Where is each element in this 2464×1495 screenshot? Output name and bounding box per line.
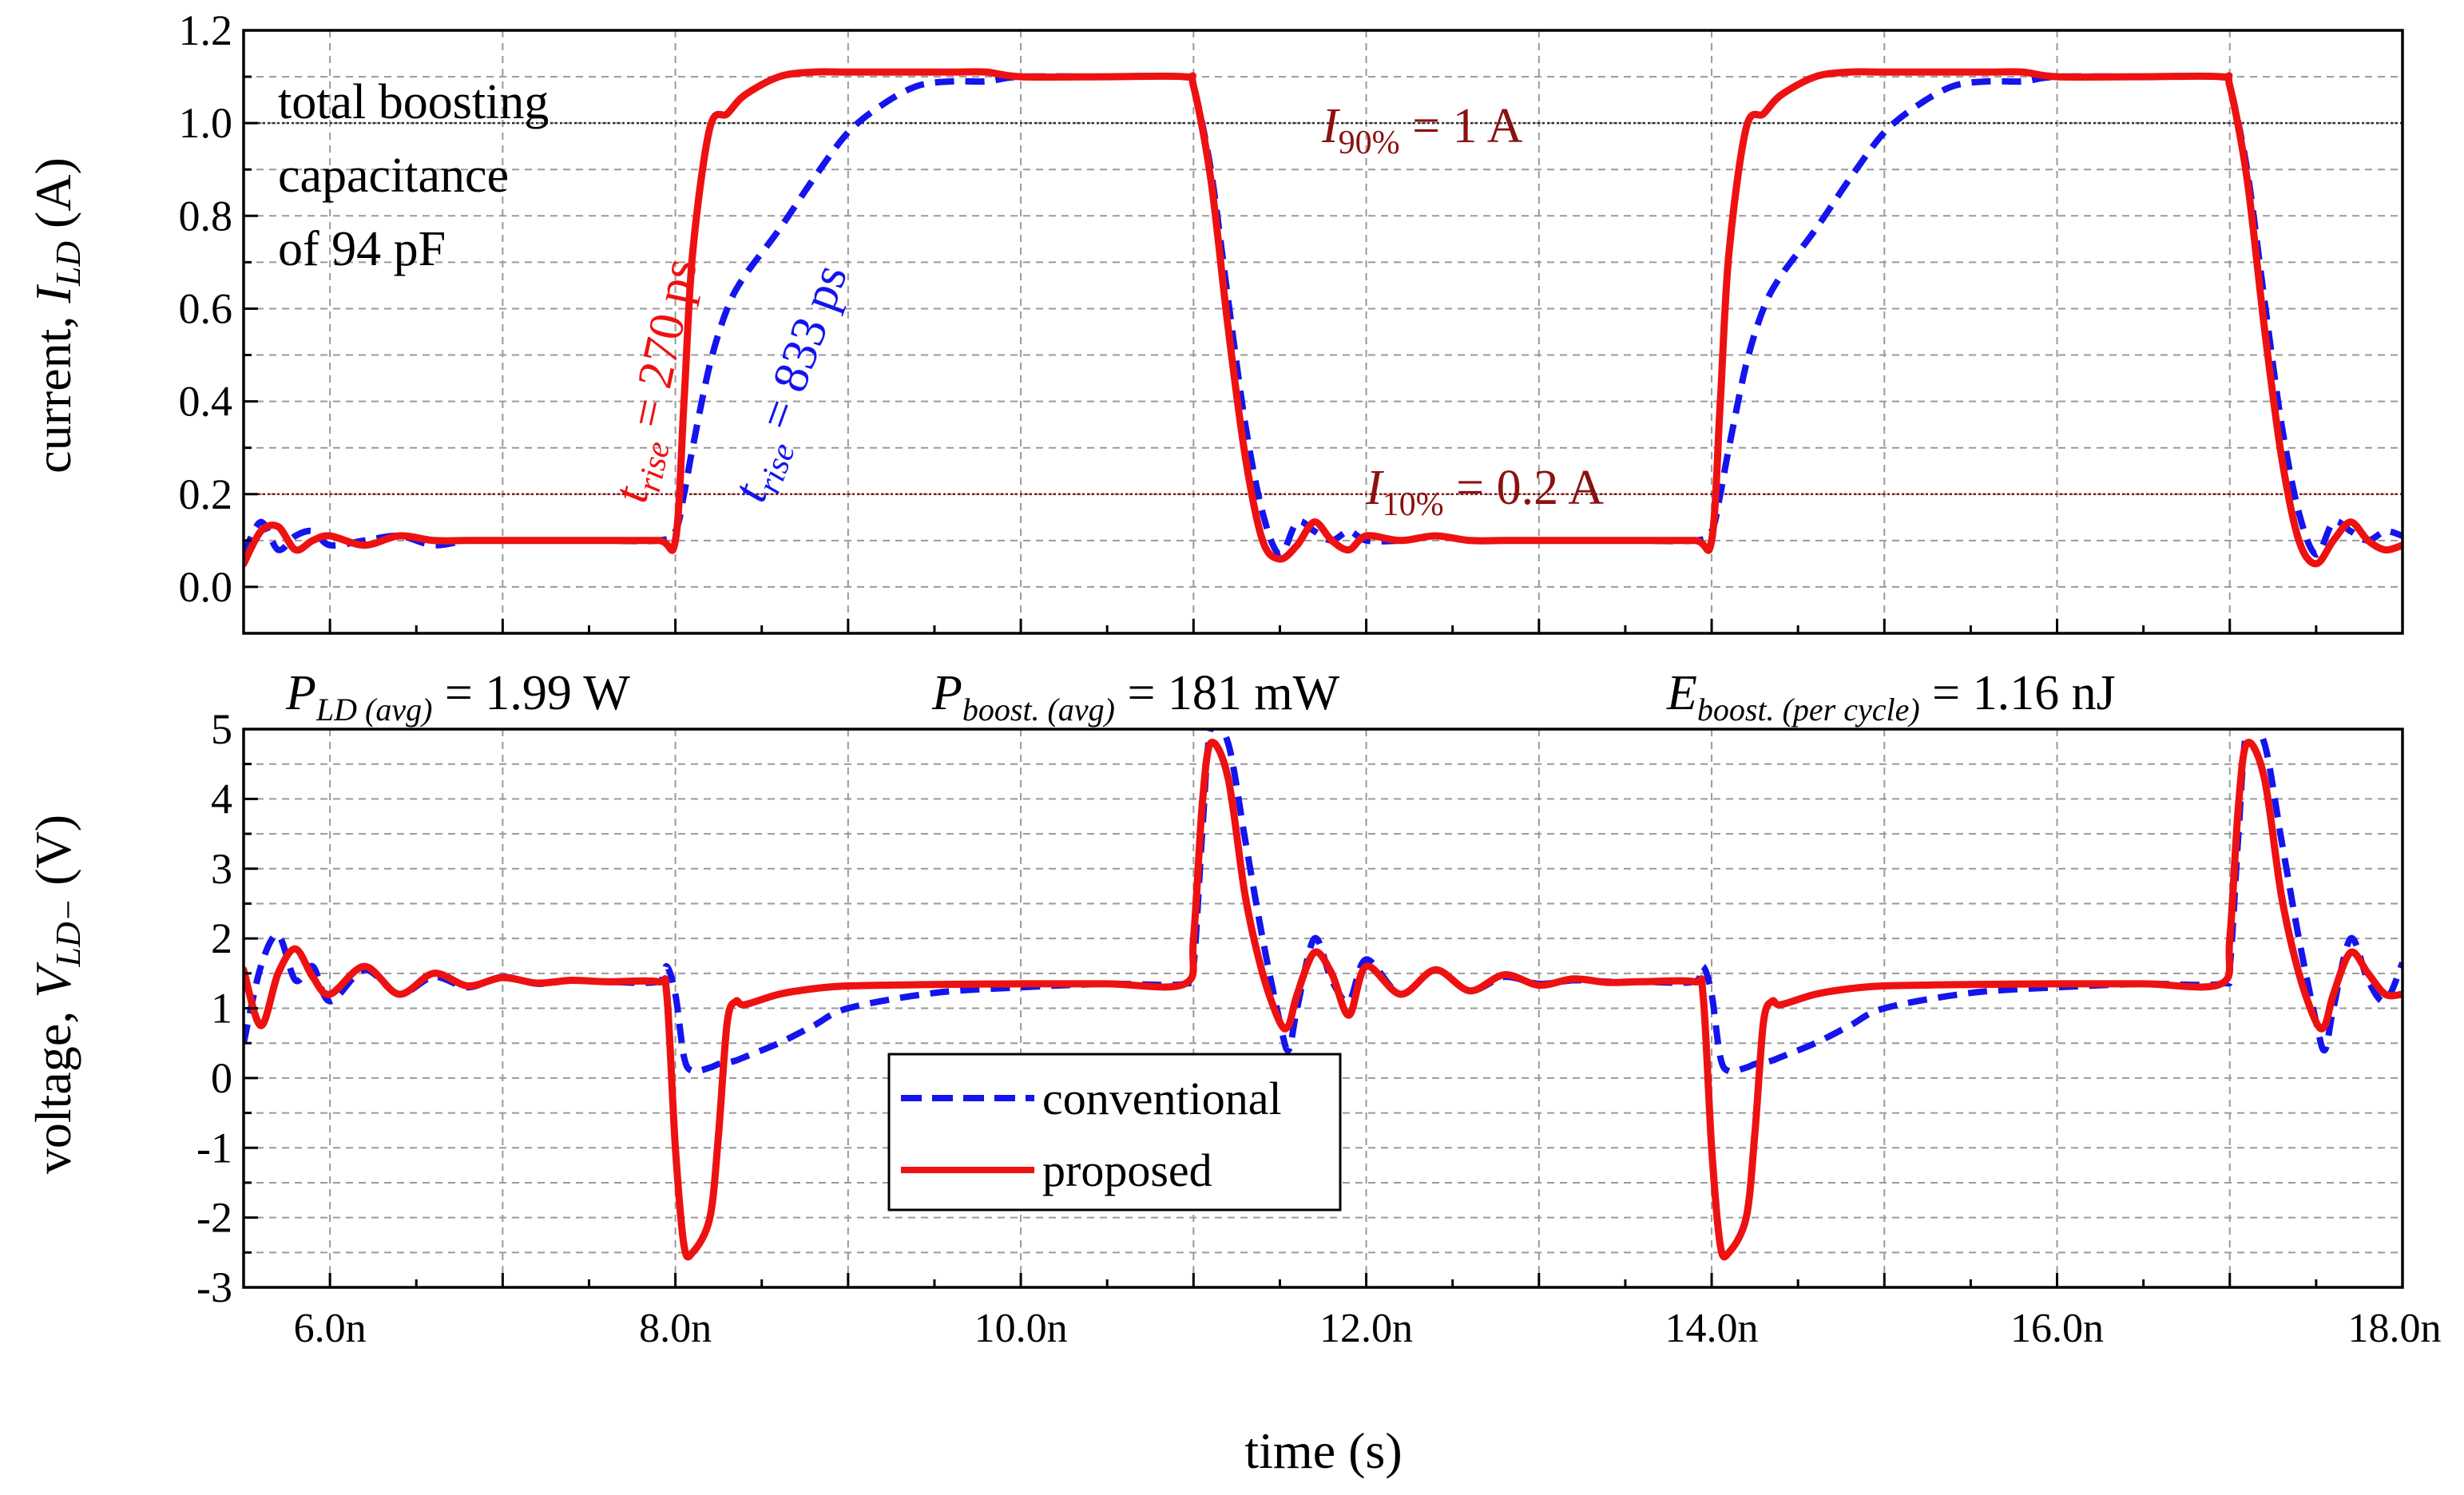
x-tick-label: 12.0n [1319,1306,1413,1351]
y-axis-label-current: current, ILD (A) [25,157,88,474]
current-y-tick-label: 0.0 [179,563,233,611]
i90-value: = 1 A [1400,99,1523,153]
metric-boost-energy-subscript: boost. (per cycle) [1697,692,1920,728]
i10-label: I10% = 0.2 A [1365,461,1604,523]
current-plot-frame [242,29,2404,635]
current-y-tick-label: 1.0 [179,99,233,147]
i10-symbol: I [1365,461,1385,515]
voltage-y-tick-label: -2 [196,1194,232,1242]
voltage-y-tick-label: -1 [196,1124,232,1172]
voltage-y-tick-label: 4 [211,775,232,823]
metric-boost-power-value: = 181 mW [1115,666,1340,720]
y-axis-label-voltage: voltage, VLD− (V) [25,815,88,1174]
voltage-y-tick-label: 1 [211,985,232,1033]
x-tick-label: 10.0n [974,1306,1068,1351]
rise-proposed-subscript: rise [631,438,677,495]
x-tick-label: 6.0n [294,1306,367,1351]
capacitance-note-line-3: of 94 pF [278,222,446,276]
metric-ld-power-symbol: P [285,666,316,720]
legend-box [887,1053,1342,1211]
y-label-current-suffix: (A) [25,157,81,241]
current-y-tick-label: 0.6 [179,284,233,332]
rise-proposed-value: = 270 ps [617,254,708,445]
y-label-voltage-symbol: V [25,962,81,998]
x-tick-label: 8.0n [639,1306,712,1351]
metric-boost-energy-symbol: E [1666,666,1697,720]
current-y-ticks: 0.0 0.2 0.4 0.6 0.8 1.0 1.2 [179,6,258,635]
x-tick-label: 18.0n [2348,1306,2442,1351]
metric-boost-energy: Eboost. (per cycle) = 1.16 nJ [1666,666,2116,728]
current-x-ticks [242,619,2404,633]
voltage-y-tick-label: 3 [211,845,232,893]
voltage-x-ticks [242,1273,2404,1287]
capacitance-note-line-1: total boosting [278,75,549,129]
current-series-proposed [244,68,2402,568]
rise-time-proposed-label: trise = 270 ps [603,254,716,509]
y-label-voltage-subscript: LD− [49,898,88,968]
voltage-y-tick-label: 0 [211,1054,232,1102]
i10-value: = 0.2 A [1444,461,1605,515]
voltage-y-tick-label: 5 [211,705,232,753]
x-tick-labels: 6.0n 8.0n 10.0n 12.0n 14.0n 16.0n 18.0n [294,1306,2442,1351]
metric-ld-power-subscript: LD (avg) [315,692,433,728]
metric-boost-power-subscript: boost. (avg) [962,692,1115,728]
voltage-series-proposed [244,739,2402,1261]
capacitance-note: total boosting capacitance of 94 pF [278,75,549,276]
y-label-voltage-prefix: voltage, [25,998,81,1174]
i90-symbol: I [1321,99,1341,153]
metric-boost-power: Pboost. (avg) = 181 mW [931,666,1340,728]
metric-boost-energy-value: = 1.16 nJ [1920,666,2116,720]
rise-conventional-value: = 833 ps [744,257,858,448]
voltage-series [244,729,2402,1261]
voltage-series-conventional [244,729,2402,1075]
i90-label: I90% = 1 A [1321,99,1523,161]
x-tick-label: 16.0n [2010,1306,2104,1351]
rise-time-conventional-label: trise = 833 ps [722,257,865,511]
capacitance-note-line-2: capacitance [278,149,509,203]
legend-proposed-label: proposed [1042,1144,1212,1196]
legend: conventional proposed [887,1053,1342,1211]
legend-conventional-label: conventional [1042,1073,1282,1124]
x-axis-label: time (s) [1244,1422,1402,1479]
y-label-voltage-suffix: (V) [25,815,81,898]
metrics-row: PLD (avg) = 1.99 W Pboost. (avg) = 181 m… [285,666,2116,728]
i10-subscript: 10% [1383,486,1444,523]
current-y-tick-label: 0.4 [179,378,233,426]
y-label-current-symbol: I [25,284,81,304]
metric-ld-power: PLD (avg) = 1.99 W [285,666,630,728]
voltage-y-tick-label: 2 [211,914,232,962]
current-y-tick-label: 0.8 [179,192,233,240]
metric-boost-power-symbol: P [931,666,962,720]
y-label-current-prefix: current, [25,303,81,474]
current-series [244,68,2402,568]
current-y-tick-label: 1.2 [179,6,233,54]
voltage-y-ticks: -3 -2 -1 0 1 2 3 4 5 [196,705,258,1311]
voltage-panel: -3 -2 -1 0 1 2 3 4 5 [196,705,2404,1311]
x-tick-label: 14.0n [1665,1306,1759,1351]
current-panel: 0.0 0.2 0.4 0.6 0.8 1.0 1.2 [179,6,2404,635]
voltage-y-tick-label: -3 [196,1263,232,1311]
i90-subscript: 90% [1339,125,1400,161]
y-label-current-subscript: LD [49,241,88,287]
current-y-tick-label: 0.2 [179,470,233,518]
metric-ld-power-value: = 1.99 W [432,666,630,720]
